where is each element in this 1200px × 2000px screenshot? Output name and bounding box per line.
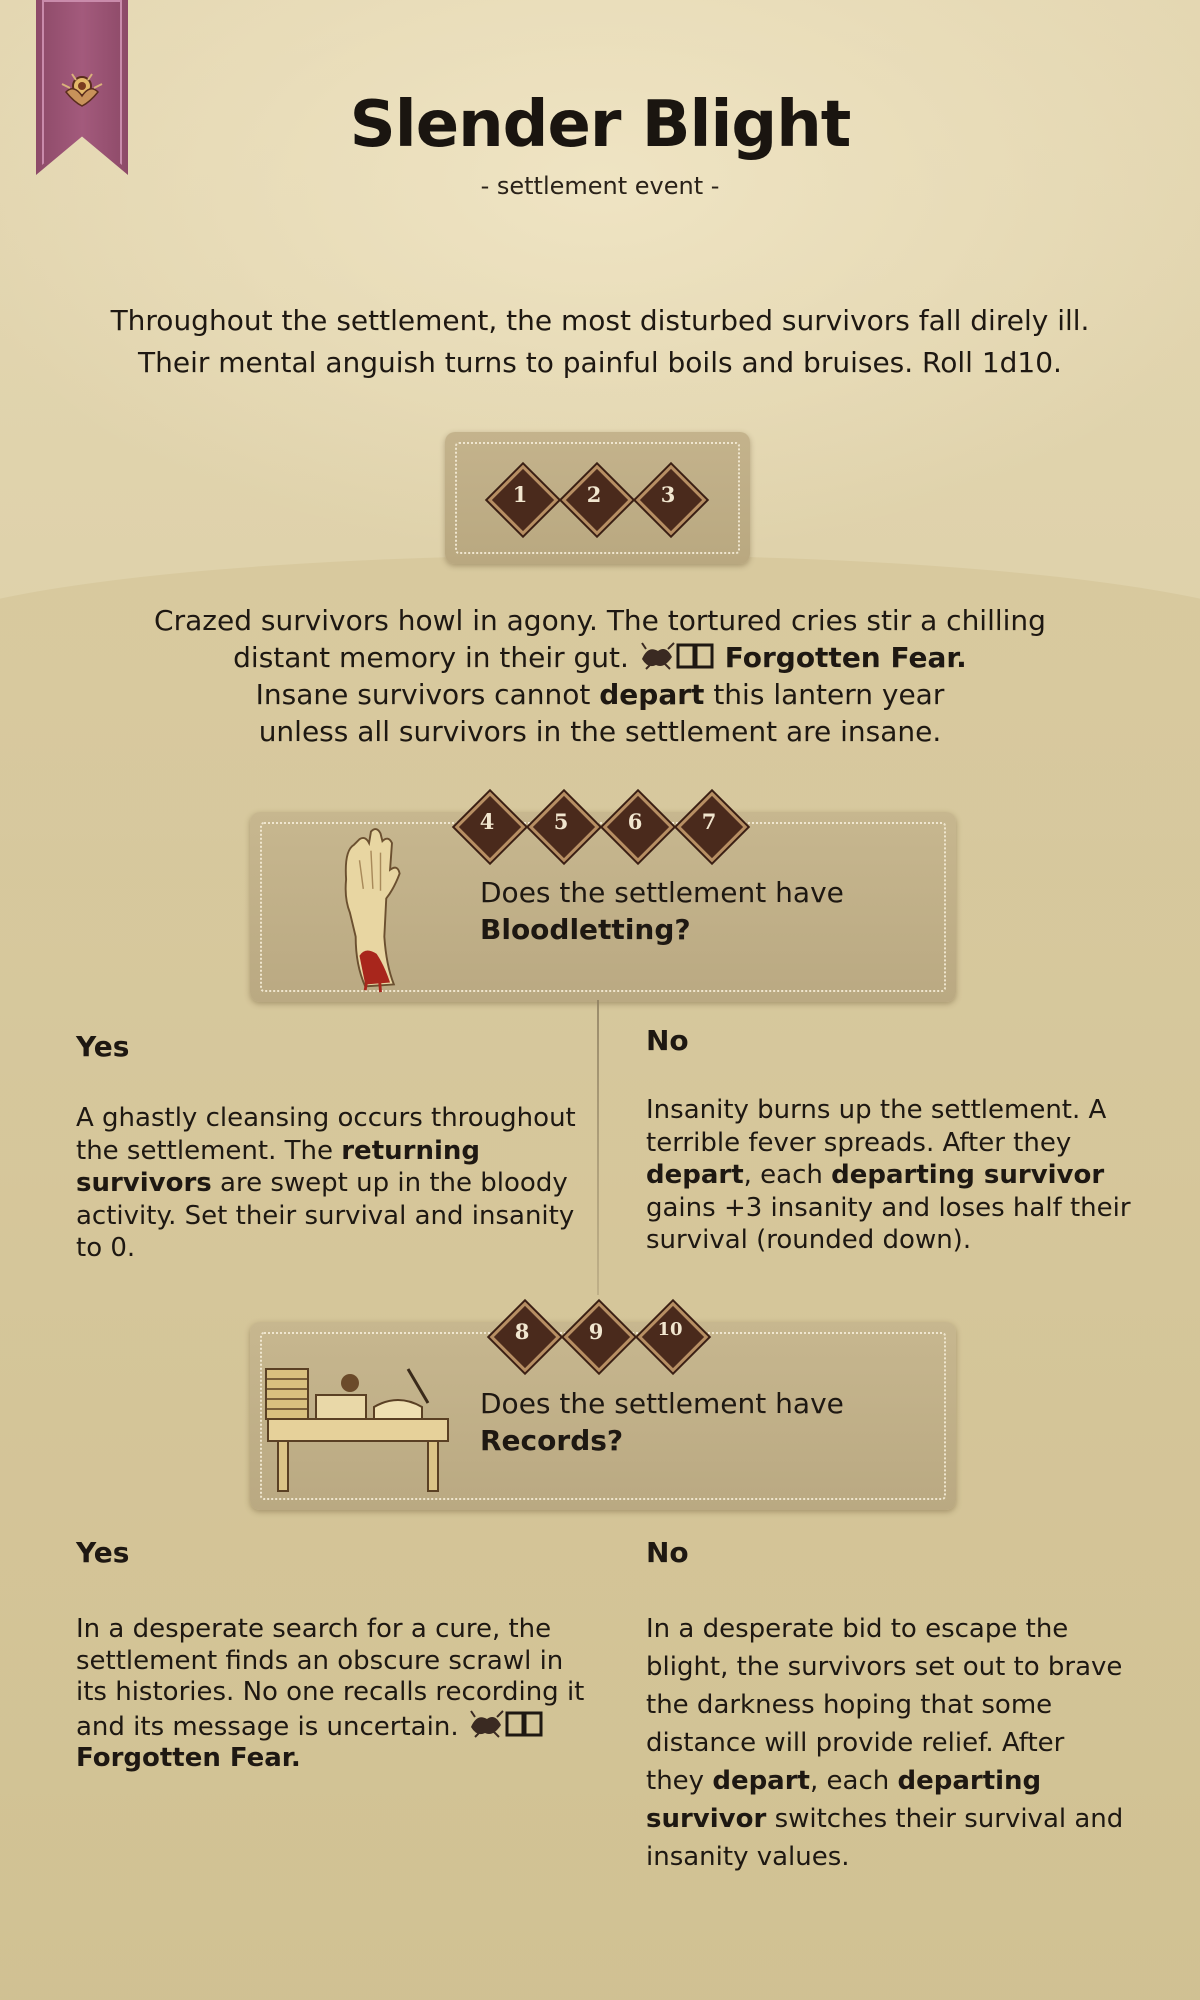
- die-badge: 10: [639, 1303, 701, 1365]
- die-badge: 3: [637, 466, 699, 528]
- text-line: distant memory in their gut. Forgotten F…: [233, 641, 967, 674]
- column-divider: [597, 1000, 599, 1295]
- die-badge: 1: [489, 466, 551, 528]
- lantern-emblem-icon: [61, 73, 103, 107]
- yes-outcome-text: A ghastly cleansing occurs throughout th…: [76, 1103, 576, 1263]
- die-badge: 9: [565, 1303, 627, 1365]
- question-bloodletting: Does the settlement have Bloodletting?: [480, 876, 844, 946]
- yes-outcome-text: In a desperate search for a cure, the se…: [76, 1614, 585, 1773]
- yes-heading: Yes: [76, 1536, 130, 1569]
- scorpion-book-icon: [640, 642, 714, 670]
- question-records: Does the settlement have Records?: [480, 1387, 844, 1457]
- dice-row-1-3: 1 2 3: [489, 466, 699, 528]
- bleeding-hand-icon: [344, 828, 401, 993]
- die-badge: 7: [678, 793, 740, 855]
- intro-line: Throughout the settlement, the most dist…: [110, 304, 1090, 337]
- dice-row-8-10: 8 9 10: [491, 1303, 701, 1365]
- card-title: Slender Blight: [349, 88, 852, 162]
- die-badge: 5: [530, 793, 592, 855]
- card-subtitle: - settlement event -: [480, 172, 720, 200]
- die-badge: 8: [491, 1303, 553, 1365]
- forgotten-fear-link: Forgotten Fear.: [724, 641, 967, 674]
- text-line: unless all survivors in the settlement a…: [258, 715, 942, 748]
- text-line: Crazed survivors howl in agony. The tort…: [154, 604, 1046, 637]
- text-line: Insane survivors cannot depart this lant…: [255, 678, 945, 711]
- desk-with-books-icon: [265, 1368, 449, 1492]
- forgotten-fear-link: Forgotten Fear.: [76, 1743, 301, 1773]
- die-badge: 2: [563, 466, 625, 528]
- yes-heading: Yes: [76, 1030, 130, 1063]
- intro-text: Throughout the settlement, the most dist…: [80, 300, 1120, 384]
- die-badge: 6: [604, 793, 666, 855]
- die-badge: 4: [456, 793, 518, 855]
- no-outcome-text: Insanity burns up the settlement. A terr…: [646, 1095, 1131, 1255]
- scorpion-book-icon: [470, 1709, 543, 1738]
- no-heading: No: [646, 1024, 689, 1057]
- result-1-3-text: Crazed survivors howl in agony. The tort…: [60, 602, 1140, 750]
- intro-line: Their mental anguish turns to painful bo…: [138, 346, 1062, 379]
- no-outcome-text: In a desperate bid to escape the blight,…: [646, 1614, 1124, 1872]
- no-heading: No: [646, 1536, 689, 1569]
- dice-row-4-7: 4 5 6 7: [456, 793, 740, 855]
